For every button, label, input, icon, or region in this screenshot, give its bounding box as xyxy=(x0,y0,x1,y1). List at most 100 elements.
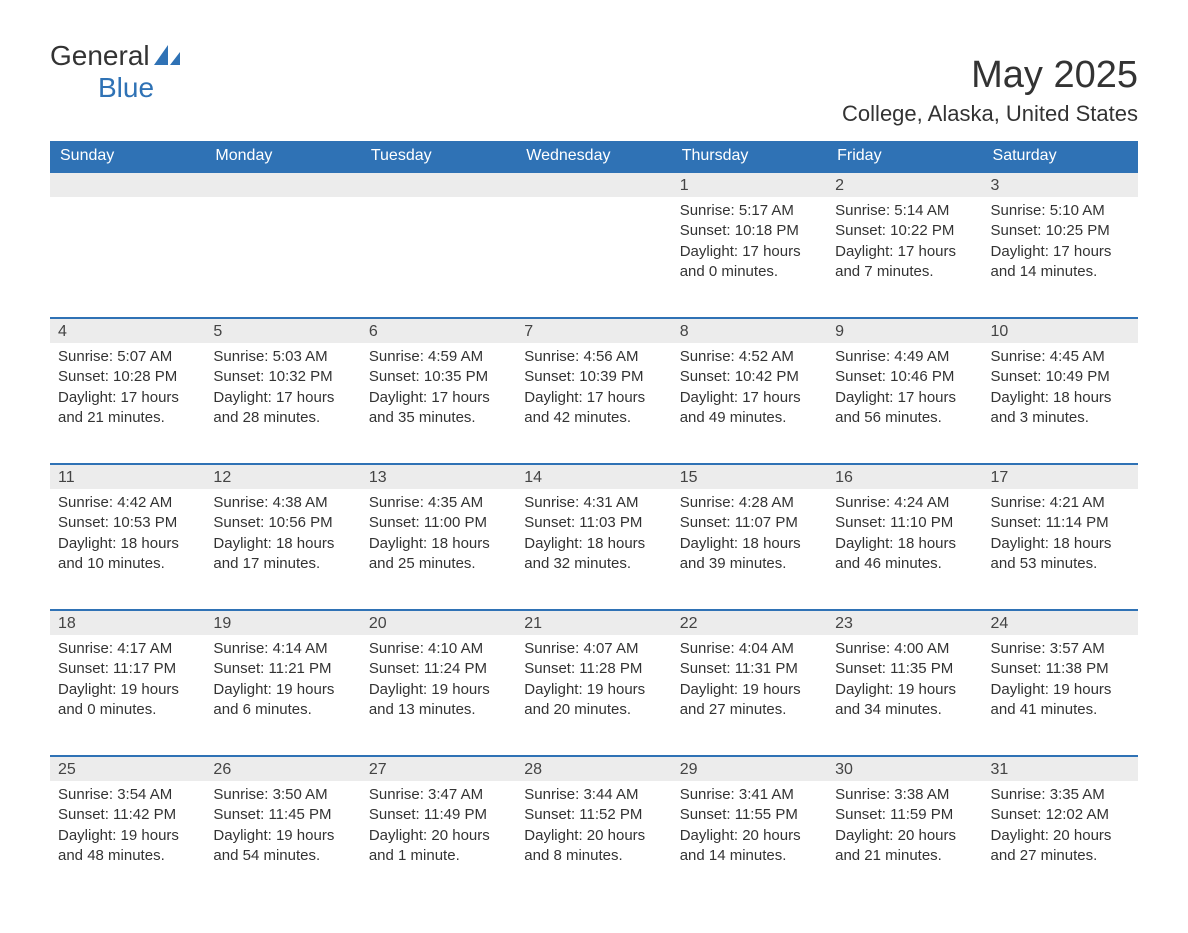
day-header: Monday xyxy=(205,141,360,171)
sunset-text: Sunset: 11:31 PM xyxy=(680,659,819,679)
daylight-text: Daylight: 18 hours and 39 minutes. xyxy=(680,534,819,575)
calendar-day-cell: 13Sunrise: 4:35 AMSunset: 11:00 PMDaylig… xyxy=(361,463,516,601)
sunrise-text: Sunrise: 4:07 AM xyxy=(524,639,663,659)
day-header: Saturday xyxy=(983,141,1138,171)
week-separator xyxy=(50,455,1138,463)
daylight-text: Daylight: 19 hours and 48 minutes. xyxy=(58,826,197,867)
day-header: Wednesday xyxy=(516,141,671,171)
day-number: 11 xyxy=(50,463,205,489)
sunset-text: Sunset: 10:18 PM xyxy=(680,221,819,241)
sunset-text: Sunset: 11:55 PM xyxy=(680,805,819,825)
day-details: Sunrise: 4:14 AMSunset: 11:21 PMDaylight… xyxy=(205,635,360,724)
calendar-day-cell: 22Sunrise: 4:04 AMSunset: 11:31 PMDaylig… xyxy=(672,609,827,747)
sunrise-text: Sunrise: 4:52 AM xyxy=(680,347,819,367)
sunrise-text: Sunrise: 4:59 AM xyxy=(369,347,508,367)
day-number: 8 xyxy=(672,317,827,343)
calendar-day-cell: 16Sunrise: 4:24 AMSunset: 11:10 PMDaylig… xyxy=(827,463,982,601)
day-number: 14 xyxy=(516,463,671,489)
sunset-text: Sunset: 11:03 PM xyxy=(524,513,663,533)
sunrise-text: Sunrise: 4:45 AM xyxy=(991,347,1130,367)
daylight-text: Daylight: 17 hours and 0 minutes. xyxy=(680,242,819,283)
day-number: 22 xyxy=(672,609,827,635)
daylight-text: Daylight: 17 hours and 7 minutes. xyxy=(835,242,974,283)
calendar-day-cell: 20Sunrise: 4:10 AMSunset: 11:24 PMDaylig… xyxy=(361,609,516,747)
calendar-week-row: 4Sunrise: 5:07 AMSunset: 10:28 PMDayligh… xyxy=(50,317,1138,455)
day-header: Thursday xyxy=(672,141,827,171)
title-block: May 2025 College, Alaska, United States xyxy=(50,54,1138,127)
sunset-text: Sunset: 11:49 PM xyxy=(369,805,508,825)
day-number: 27 xyxy=(361,755,516,781)
day-number: 26 xyxy=(205,755,360,781)
calendar-table: Sunday Monday Tuesday Wednesday Thursday… xyxy=(50,141,1138,893)
brand-name-1: General xyxy=(50,40,150,71)
day-details: Sunrise: 4:07 AMSunset: 11:28 PMDaylight… xyxy=(516,635,671,724)
day-number: 7 xyxy=(516,317,671,343)
daylight-text: Daylight: 17 hours and 28 minutes. xyxy=(213,388,352,429)
calendar-day-cell: 26Sunrise: 3:50 AMSunset: 11:45 PMDaylig… xyxy=(205,755,360,893)
day-details: Sunrise: 3:41 AMSunset: 11:55 PMDaylight… xyxy=(672,781,827,870)
sunset-text: Sunset: 11:59 PM xyxy=(835,805,974,825)
day-number: 17 xyxy=(983,463,1138,489)
day-number: 2 xyxy=(827,171,982,197)
sunrise-text: Sunrise: 4:17 AM xyxy=(58,639,197,659)
calendar-day-cell: 31Sunrise: 3:35 AMSunset: 12:02 AMDaylig… xyxy=(983,755,1138,893)
sunrise-text: Sunrise: 3:57 AM xyxy=(991,639,1130,659)
calendar-day-cell: . xyxy=(205,171,360,309)
daylight-text: Daylight: 19 hours and 27 minutes. xyxy=(680,680,819,721)
sunrise-text: Sunrise: 4:35 AM xyxy=(369,493,508,513)
day-number: 28 xyxy=(516,755,671,781)
daylight-text: Daylight: 18 hours and 10 minutes. xyxy=(58,534,197,575)
sunset-text: Sunset: 11:14 PM xyxy=(991,513,1130,533)
day-number: 23 xyxy=(827,609,982,635)
day-number: 16 xyxy=(827,463,982,489)
daylight-text: Daylight: 18 hours and 25 minutes. xyxy=(369,534,508,575)
daylight-text: Daylight: 17 hours and 49 minutes. xyxy=(680,388,819,429)
week-separator xyxy=(50,309,1138,317)
daylight-text: Daylight: 17 hours and 56 minutes. xyxy=(835,388,974,429)
sunset-text: Sunset: 10:32 PM xyxy=(213,367,352,387)
day-details: Sunrise: 3:47 AMSunset: 11:49 PMDaylight… xyxy=(361,781,516,870)
day-details: Sunrise: 4:17 AMSunset: 11:17 PMDaylight… xyxy=(50,635,205,724)
calendar-day-cell: . xyxy=(361,171,516,309)
sunrise-text: Sunrise: 3:47 AM xyxy=(369,785,508,805)
calendar-day-cell: 25Sunrise: 3:54 AMSunset: 11:42 PMDaylig… xyxy=(50,755,205,893)
sunrise-text: Sunrise: 3:38 AM xyxy=(835,785,974,805)
sunset-text: Sunset: 10:25 PM xyxy=(991,221,1130,241)
daylight-text: Daylight: 18 hours and 46 minutes. xyxy=(835,534,974,575)
day-details: Sunrise: 4:35 AMSunset: 11:00 PMDaylight… xyxy=(361,489,516,578)
day-number: 21 xyxy=(516,609,671,635)
sunset-text: Sunset: 10:28 PM xyxy=(58,367,197,387)
day-details: Sunrise: 4:28 AMSunset: 11:07 PMDaylight… xyxy=(672,489,827,578)
sunset-text: Sunset: 10:49 PM xyxy=(991,367,1130,387)
daylight-text: Daylight: 19 hours and 34 minutes. xyxy=(835,680,974,721)
sunset-text: Sunset: 11:10 PM xyxy=(835,513,974,533)
month-title: May 2025 xyxy=(50,54,1138,97)
day-number: 3 xyxy=(983,171,1138,197)
calendar-day-cell: 21Sunrise: 4:07 AMSunset: 11:28 PMDaylig… xyxy=(516,609,671,747)
day-number: 31 xyxy=(983,755,1138,781)
daylight-text: Daylight: 17 hours and 21 minutes. xyxy=(58,388,197,429)
calendar-day-cell: 11Sunrise: 4:42 AMSunset: 10:53 PMDaylig… xyxy=(50,463,205,601)
day-details: Sunrise: 4:00 AMSunset: 11:35 PMDaylight… xyxy=(827,635,982,724)
calendar-day-cell: 2Sunrise: 5:14 AMSunset: 10:22 PMDayligh… xyxy=(827,171,982,309)
sunrise-text: Sunrise: 4:28 AM xyxy=(680,493,819,513)
sunrise-text: Sunrise: 4:21 AM xyxy=(991,493,1130,513)
sunset-text: Sunset: 11:21 PM xyxy=(213,659,352,679)
day-header: Sunday xyxy=(50,141,205,171)
daylight-text: Daylight: 18 hours and 17 minutes. xyxy=(213,534,352,575)
day-number: . xyxy=(50,171,205,197)
sunrise-text: Sunrise: 4:49 AM xyxy=(835,347,974,367)
day-details: Sunrise: 4:42 AMSunset: 10:53 PMDaylight… xyxy=(50,489,205,578)
sunset-text: Sunset: 10:53 PM xyxy=(58,513,197,533)
daylight-text: Daylight: 20 hours and 27 minutes. xyxy=(991,826,1130,867)
day-details: Sunrise: 5:07 AMSunset: 10:28 PMDaylight… xyxy=(50,343,205,432)
sunset-text: Sunset: 11:45 PM xyxy=(213,805,352,825)
calendar-day-cell: 23Sunrise: 4:00 AMSunset: 11:35 PMDaylig… xyxy=(827,609,982,747)
calendar-day-cell: 29Sunrise: 3:41 AMSunset: 11:55 PMDaylig… xyxy=(672,755,827,893)
day-details: Sunrise: 5:10 AMSunset: 10:25 PMDaylight… xyxy=(983,197,1138,286)
day-details: Sunrise: 3:44 AMSunset: 11:52 PMDaylight… xyxy=(516,781,671,870)
daylight-text: Daylight: 19 hours and 6 minutes. xyxy=(213,680,352,721)
sunset-text: Sunset: 10:56 PM xyxy=(213,513,352,533)
sunset-text: Sunset: 10:42 PM xyxy=(680,367,819,387)
day-number: 15 xyxy=(672,463,827,489)
